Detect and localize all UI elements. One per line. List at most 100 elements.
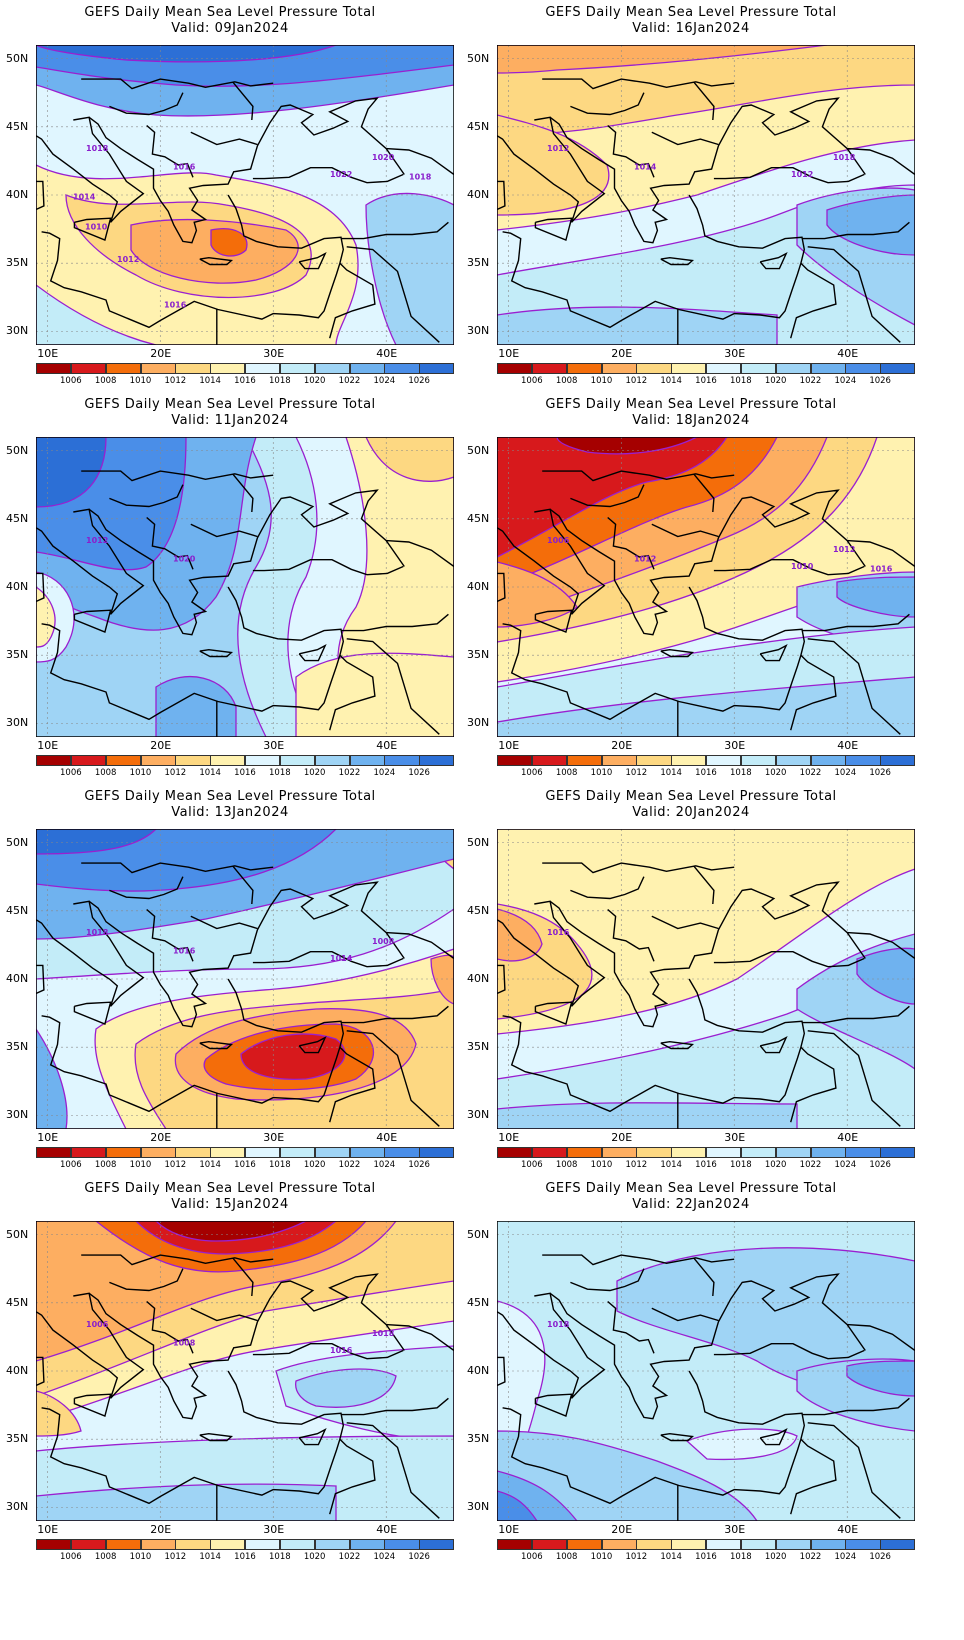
colorbar-swatch — [775, 1147, 811, 1158]
coastline — [807, 1422, 901, 1519]
colorbar-label: 1006 — [521, 376, 543, 386]
coastline — [847, 147, 916, 176]
colorbar-swatch — [880, 755, 916, 766]
colorbar-swatch — [497, 1539, 533, 1550]
coastline — [81, 78, 274, 90]
coastline — [386, 931, 455, 960]
coastline — [660, 256, 695, 266]
colorbar-label: 1022 — [338, 1552, 361, 1562]
coastline — [534, 217, 573, 241]
coastline — [199, 648, 234, 658]
coastline — [146, 908, 194, 962]
coastline — [807, 246, 901, 343]
colorbar-label: 1022 — [338, 768, 361, 778]
lon-tick-label: 30E — [724, 739, 746, 752]
lon-tick-label: 40E — [376, 1523, 398, 1536]
colorbar-label: 1024 — [373, 376, 396, 386]
colorbar-swatch — [497, 755, 533, 766]
colorbar-label: 1024 — [834, 376, 857, 386]
colorbar-label: 1026 — [869, 1552, 891, 1562]
colorbar-swatch — [706, 755, 742, 766]
contour-label: 1012 — [117, 255, 139, 264]
coastline — [41, 978, 345, 1113]
lat-tick-label: 45N — [6, 511, 29, 525]
colorbar-label: 1018 — [269, 1552, 291, 1562]
lat-tick-label: 30N — [6, 324, 29, 338]
colorbar-swatch — [740, 1147, 777, 1158]
map-panel: GEFS Daily Mean Sea Level Pressure Total… — [461, 0, 921, 441]
colorbar-label: 1024 — [834, 768, 857, 778]
contour-label: 1016 — [164, 301, 187, 310]
coastline — [34, 900, 145, 1007]
colorbar: 1006 1008 1010 1012 1014 1016 1018 1020 1022 1024… — [497, 755, 916, 779]
colorbar-label: 1012 — [625, 1160, 648, 1170]
colorbar-swatch — [245, 363, 281, 374]
colorbar-label: 1008 — [94, 1552, 117, 1562]
lat-tick-label: 45N — [467, 903, 490, 917]
colorbar-label: 1026 — [869, 768, 891, 778]
contour-label: 1010 — [85, 223, 108, 232]
colorbar-swatch — [384, 755, 420, 766]
colorbar-swatch — [70, 363, 107, 374]
colorbar-swatch — [314, 755, 350, 766]
coastline — [34, 116, 145, 223]
colorbar-swatch — [349, 1147, 385, 1158]
colorbar-label: 1008 — [555, 1160, 578, 1170]
coastline — [329, 654, 376, 731]
lat-tick-label: 40N — [467, 580, 490, 593]
coastline — [298, 1428, 327, 1446]
colorbar-swatch — [636, 363, 672, 374]
lat-tick-label: 35N — [6, 1040, 29, 1054]
coastline — [199, 1432, 234, 1442]
coastline — [802, 1397, 910, 1416]
colorbar-label: 1026 — [408, 1160, 430, 1170]
colorbar: 1006 1008 1010 1012 1014 1016 1018 1020 1022 1024… — [36, 755, 455, 779]
lon-tick-label: 20E — [150, 739, 172, 752]
coastline — [759, 252, 788, 270]
coastline — [232, 473, 254, 513]
colorbar-label: 1020 — [764, 768, 787, 778]
contour-label: 1008 — [372, 937, 395, 946]
colorbar-label: 1024 — [373, 768, 396, 778]
colorbar-label: 1010 — [590, 1160, 613, 1170]
coastline — [549, 881, 866, 1028]
colorbar-label: 1014 — [660, 1160, 682, 1170]
pressure-map: 1016 — [489, 828, 916, 1225]
coastline — [190, 915, 258, 930]
pressure-band — [496, 44, 828, 74]
colorbar-label: 1014 — [660, 376, 682, 386]
colorbar-label: 1022 — [338, 1160, 361, 1170]
coastline — [607, 124, 655, 178]
coastline — [81, 862, 274, 874]
coastline — [341, 1397, 449, 1416]
colorbar-swatch — [531, 1147, 568, 1158]
colorbar-swatch — [706, 1147, 742, 1158]
colorbar-swatch — [210, 1147, 246, 1158]
pressure-map: 1018 1016 1014 1008 — [28, 828, 455, 1225]
coastline — [199, 256, 234, 266]
coastline — [146, 1300, 194, 1354]
lat-tick-label: 45N — [6, 1295, 29, 1309]
coastline — [693, 865, 715, 905]
contour-label: 1016 — [173, 947, 196, 956]
colorbar-label: 1024 — [373, 1160, 396, 1170]
pressure-band — [295, 1368, 397, 1408]
panel-valid-date: Valid: 16Jan2024 — [632, 21, 750, 36]
colorbar-label: 1006 — [60, 1160, 82, 1170]
contour-label: 1012 — [634, 555, 656, 564]
lat-tick-label: 45N — [6, 903, 29, 917]
lon-tick-label: 20E — [150, 1131, 172, 1144]
coastline — [495, 116, 606, 223]
coastline — [346, 246, 440, 343]
lon-tick-label: 10E — [498, 1523, 520, 1536]
colorbar-label: 1008 — [94, 768, 117, 778]
colorbar-label: 1018 — [730, 1552, 752, 1562]
colorbar-swatch — [140, 363, 176, 374]
panel-title: GEFS Daily Mean Sea Level Pressure Total — [84, 789, 376, 804]
lon-tick-label: 40E — [837, 347, 859, 360]
colorbar-swatch — [775, 363, 811, 374]
colorbar-swatch — [810, 1147, 846, 1158]
lat-tick-label: 45N — [6, 119, 29, 133]
colorbar-swatch — [279, 755, 316, 766]
coastline — [713, 559, 865, 576]
